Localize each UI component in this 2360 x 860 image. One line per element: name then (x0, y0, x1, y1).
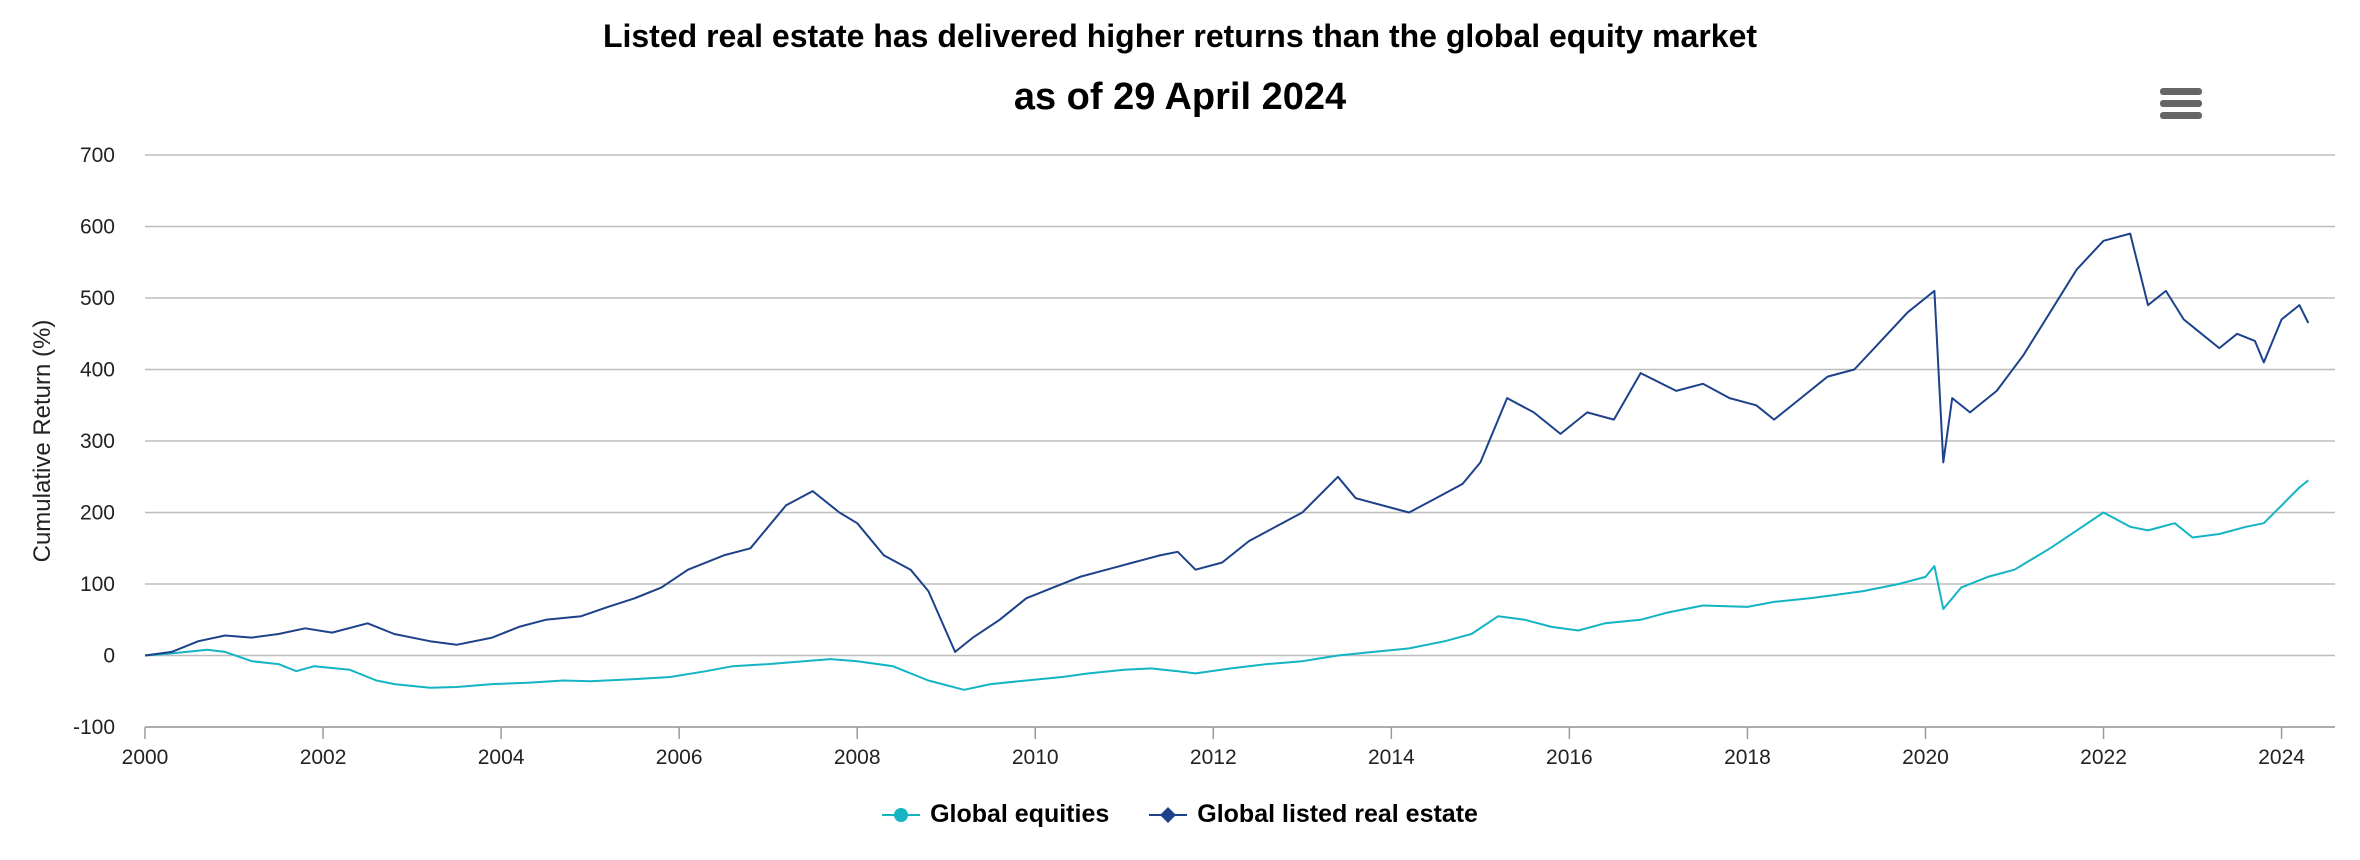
y-tick-label: 100 (80, 573, 115, 596)
series-line-global-listed-real-estate (144, 232, 2310, 657)
y-tick-label: 300 (80, 430, 115, 453)
x-tick-label: 2006 (656, 746, 703, 769)
x-tick-label: 2020 (1902, 746, 1949, 769)
y-tick-label: 400 (80, 359, 115, 382)
diamond-marker-icon (1149, 806, 1188, 823)
y-tick-label: 0 (103, 645, 115, 668)
chart-title: Listed real estate has delivered higher … (602, 18, 1758, 54)
legend-item-global-listed-real-estate[interactable]: Global listed real estate (1149, 800, 1478, 829)
x-tick-label: 2012 (1190, 746, 1237, 769)
legend-label-global-equities: Global equities (930, 800, 1110, 828)
x-tick-label: 2014 (1368, 746, 1415, 769)
x-tick-label: 2018 (1724, 746, 1771, 769)
y-axis-label: Cumulative Return (%) (29, 320, 56, 563)
x-tick-label: 2022 (2080, 746, 2127, 769)
y-tick-label: 700 (80, 144, 115, 167)
legend-label-global-listed-real-estate: Global listed real estate (1197, 800, 1478, 828)
x-tick-label: 2016 (1546, 746, 1593, 769)
y-tick-label: -100 (73, 716, 115, 739)
x-tick-label: 2000 (122, 746, 169, 769)
x-tick-label: 2008 (834, 746, 881, 769)
x-tick-label: 2024 (2258, 746, 2305, 769)
x-axis: 2000 2002 2004 2006 2008 2010 2012 2014 2016 2018… (122, 726, 2335, 769)
y-tick-label: 500 (80, 287, 115, 310)
chart-menu-button[interactable] (2160, 88, 2202, 124)
x-tick-label: 2010 (1012, 746, 1059, 769)
circle-marker-icon (882, 807, 921, 822)
y-axis: 700 600 500 400 300 200 100 0 -100 (73, 144, 115, 739)
hamburger-icon (2160, 88, 2202, 119)
x-tick-label: 2002 (300, 746, 347, 769)
legend-item-global-equities[interactable]: Global equities (882, 800, 1109, 829)
x-tick-label: 2004 (478, 746, 525, 769)
series-group (144, 232, 2310, 691)
y-tick-label: 200 (80, 502, 115, 525)
y-tick-label: 600 (80, 216, 115, 239)
legend: Global equities Global listed real estat… (0, 800, 2360, 829)
series-line-global-equities (144, 479, 2309, 691)
chart-subtitle: as of 29 April 2024 (1013, 76, 1347, 118)
